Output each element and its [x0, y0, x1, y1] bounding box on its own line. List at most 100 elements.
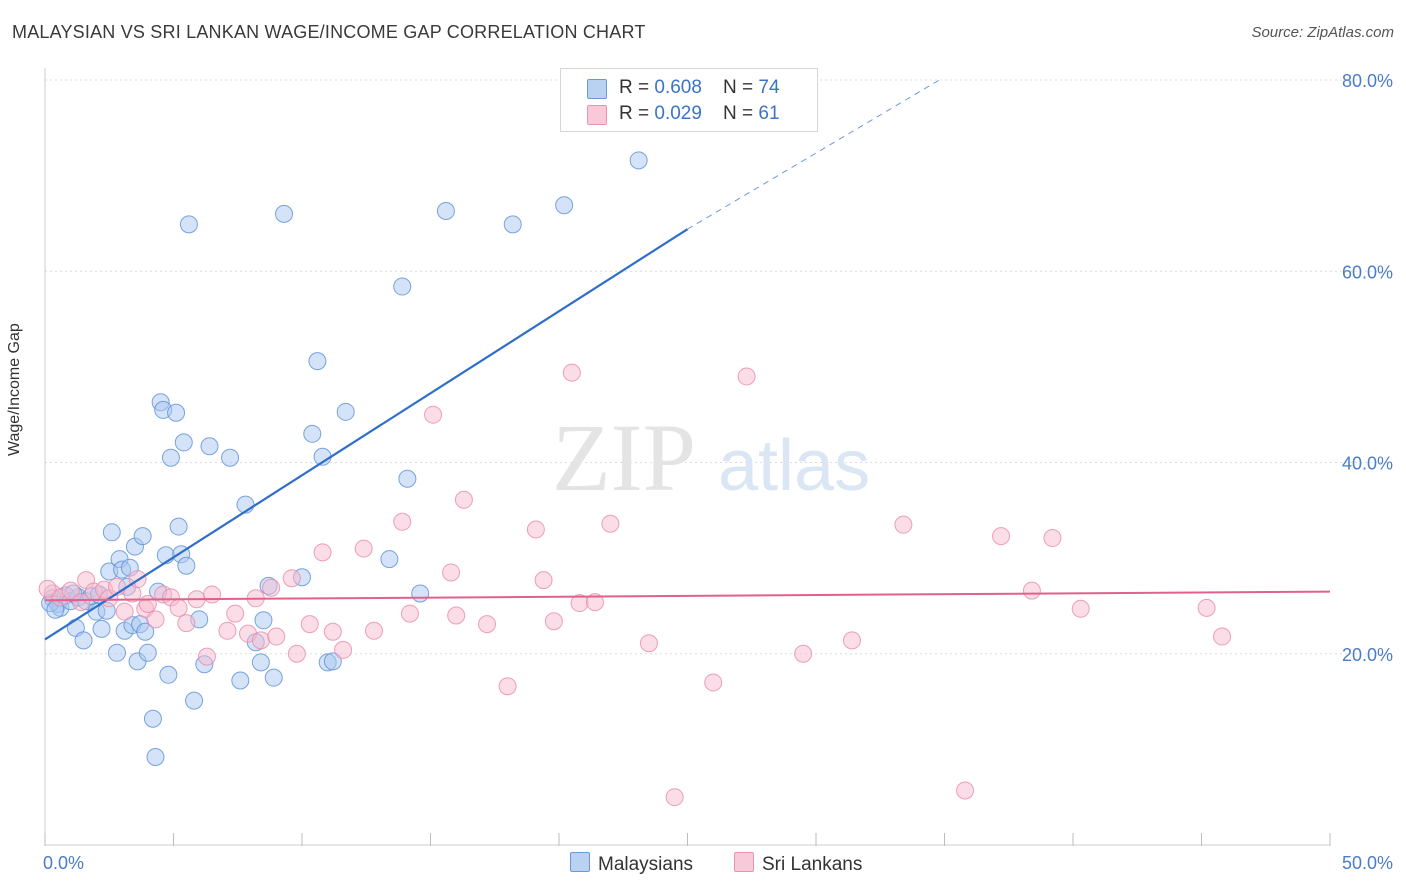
malaysians-point: [336, 402, 355, 421]
watermark: ZIP atlas: [552, 404, 870, 511]
correlation-legend: R = 0.608 N = 74 R = 0.029 N = 61: [560, 68, 818, 132]
sri-lankans-point: [842, 631, 861, 650]
y-tick-label: 20.0%: [1342, 645, 1393, 665]
legend-n-value: 74: [758, 77, 780, 98]
sri-lankans-point: [544, 612, 563, 631]
sri-lankans-point: [323, 622, 342, 641]
malaysians-point: [393, 277, 412, 296]
malaysians-point: [146, 748, 165, 767]
sri-lankans-point: [226, 604, 245, 623]
x-tick-label: 0.0%: [43, 853, 84, 873]
sri-lankans-point: [424, 405, 443, 424]
malaysians-point: [177, 556, 196, 575]
sri-lankans-point: [203, 585, 222, 604]
bottom-legend-swatch-pink: [734, 852, 754, 872]
sri-lankans-point: [313, 543, 332, 562]
bottom-legend-label: Malaysians: [598, 854, 694, 875]
sri-lankans-point: [498, 677, 517, 696]
sri-lankans-point: [38, 579, 57, 598]
malaysians-point: [138, 643, 157, 662]
malaysians-point: [159, 665, 178, 684]
malaysians-point: [398, 469, 417, 488]
sri-lankans-point: [534, 571, 553, 590]
sri-lankans-point: [393, 512, 412, 531]
malaysians-point: [221, 448, 240, 467]
bottom-legend-label: Sri Lankans: [762, 854, 863, 875]
sri-lankans-point: [138, 595, 157, 614]
malaysians-point: [308, 352, 327, 371]
malaysians-point: [143, 709, 162, 728]
source-label: Source: ZipAtlas.com: [1251, 24, 1394, 41]
malaysians-point: [251, 653, 270, 672]
malaysians-point: [303, 424, 322, 443]
sri-lankans-point: [71, 593, 90, 612]
malaysians-point: [169, 517, 188, 536]
sri-lankans-point: [1043, 529, 1062, 548]
sri-lankans-point: [562, 363, 581, 382]
sri-lankans-point: [894, 515, 913, 534]
sri-lankans-point: [287, 644, 306, 663]
malaysians-point: [92, 619, 111, 638]
sri-lankans-point: [794, 644, 813, 663]
legend-r-label: R =: [619, 103, 655, 124]
sri-lankans-point: [197, 647, 216, 666]
sri-lankans-point: [400, 604, 419, 623]
malaysians-point: [174, 433, 193, 452]
sri-lankans-point: [639, 634, 658, 653]
sri-lankans-point: [300, 615, 319, 634]
y-tick-label: 40.0%: [1342, 454, 1393, 474]
malaysians-point: [74, 631, 93, 650]
sri-lankans-point: [364, 621, 383, 640]
legend-n-label: N =: [723, 103, 759, 124]
malaysians-point: [136, 622, 155, 641]
legend-swatch-blue: [587, 79, 607, 99]
legend-swatch-pink: [587, 105, 607, 125]
legend-n-label: N =: [723, 77, 759, 98]
sri-lankans-point: [442, 563, 461, 582]
bottom-legend-sri-lankans: Sri Lankans: [734, 852, 862, 876]
sri-lankans-point: [601, 514, 620, 533]
sri-lankans-point: [526, 520, 545, 539]
malaysians-point: [555, 196, 574, 215]
sri-lankans-point: [267, 627, 286, 646]
sri-lankans-point: [218, 621, 237, 640]
trend-lines: [44, 79, 1331, 641]
malaysians-point: [323, 652, 342, 671]
malaysians-point: [254, 611, 273, 630]
x-tick-label: 50.0%: [1342, 853, 1393, 873]
malaysians-point: [102, 523, 121, 542]
malaysians-point: [411, 584, 430, 603]
sri-lankans-point: [956, 781, 975, 800]
chart-title: MALAYSIAN VS SRI LANKAN WAGE/INCOME GAP …: [12, 22, 646, 42]
legend-n-value: 61: [758, 103, 780, 124]
bottom-legend-malaysians: Malaysians: [570, 852, 693, 876]
bottom-legend-swatch-blue: [570, 852, 590, 872]
malaysians-point: [161, 448, 180, 467]
sri-lankans-point: [478, 615, 497, 634]
malaysians-point: [275, 204, 294, 223]
sri-lankans-point: [454, 490, 473, 509]
malaysians-point: [179, 215, 198, 234]
sri-lankans-point: [447, 606, 466, 625]
sri-lankans-point: [737, 367, 756, 386]
sri-lankans-points: [38, 363, 1232, 807]
malaysians-point: [167, 403, 186, 422]
tick-labels: 20.0% 40.0% 60.0% 80.0% 0.0% 50.0%: [43, 71, 1393, 873]
axes: [44, 68, 1331, 846]
malaysians-point: [436, 202, 455, 221]
sri-lankans-point: [262, 578, 281, 597]
sri-lankans-trend-line: [44, 590, 1331, 602]
legend-r-value: 0.029: [654, 103, 702, 124]
sri-lankans-point: [585, 593, 604, 612]
malaysians-point: [107, 643, 126, 662]
malaysians-point: [264, 668, 283, 687]
sri-lankans-point: [146, 610, 165, 629]
sri-lankans-point: [354, 539, 373, 558]
y-tick-label: 60.0%: [1342, 262, 1393, 282]
sri-lankans-point: [665, 788, 684, 807]
sri-lankans-point: [992, 527, 1011, 546]
sri-lankans-point: [1197, 598, 1216, 617]
malaysians-point: [629, 151, 648, 170]
sri-lankans-point: [1213, 627, 1232, 646]
